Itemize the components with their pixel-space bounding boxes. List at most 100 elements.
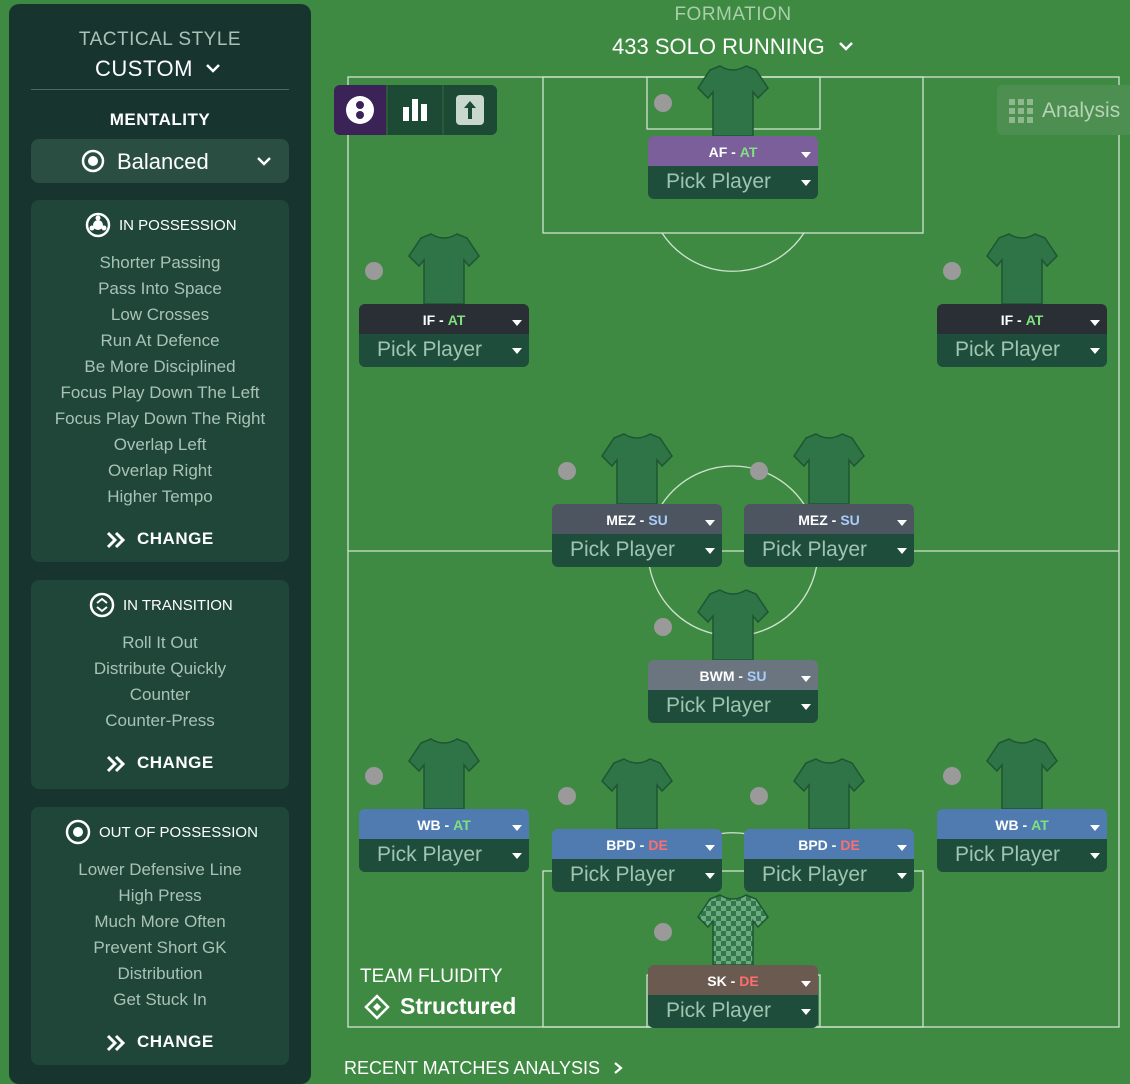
player-shirt (696, 62, 770, 143)
instruction-item: Pass Into Space (98, 279, 222, 298)
role-header: BPD - DE (744, 829, 914, 859)
instruction-item: Distribution (117, 964, 203, 983)
mentality-value: Balanced (117, 149, 209, 174)
analysis-button[interactable]: Analysis (997, 85, 1130, 135)
formation-label: FORMATION (674, 4, 792, 25)
change-button[interactable]: CHANGE (105, 1031, 225, 1055)
tactical-style-dropdown[interactable]: CUSTOM (95, 56, 193, 81)
dropdown-chevron (206, 64, 220, 73)
pick-player-label: Pick Player (570, 538, 676, 561)
pick-dropdown-arrow (801, 1009, 811, 1015)
player-indicator (654, 923, 672, 941)
player-card[interactable]: AF - AT Pick Player (648, 136, 818, 199)
instruction-item: Overlap Left (113, 435, 207, 454)
role-duty: AT (1025, 312, 1044, 328)
role-dropdown-arrow (705, 845, 715, 851)
role-duty: SU (840, 512, 860, 528)
instruction-box: OUT OF POSSESSION Lower Defensive Line Hig… (31, 807, 289, 1065)
change-button[interactable]: CHANGE (105, 752, 225, 776)
role-duty: DE (840, 837, 860, 853)
role-header: BWM - SU (648, 660, 818, 690)
role-dropdown-arrow (801, 152, 811, 158)
instruction-item: Get Stuck In (113, 990, 207, 1009)
role-name: BPD - (606, 837, 645, 853)
change-icon (105, 530, 127, 555)
player-card[interactable]: WB - AT Pick Player (359, 809, 529, 872)
view-toolbar (334, 85, 497, 135)
player-card[interactable]: IF - AT Pick Player (937, 304, 1107, 367)
role-duty: SU (648, 512, 668, 528)
player-indicator (654, 94, 672, 112)
player-card[interactable]: WB - AT Pick Player (937, 809, 1107, 872)
pick-player: Pick Player (937, 334, 1107, 367)
pick-player-label: Pick Player (762, 863, 868, 886)
role-name: BPD - (798, 837, 837, 853)
role-name: BWM - (699, 668, 744, 684)
instruction-item: Roll It Out (122, 633, 198, 652)
player-shirt (792, 430, 866, 511)
player-card[interactable]: BWM - SU Pick Player (648, 660, 818, 723)
pick-player-label: Pick Player (666, 170, 772, 193)
player-indicator (365, 767, 383, 785)
role-header: AF - AT (648, 136, 818, 166)
role-header: WB - AT (359, 809, 529, 839)
player-card[interactable]: SK - DE Pick Player (648, 965, 818, 1028)
role-dropdown-arrow (801, 981, 811, 987)
divider (31, 89, 289, 90)
pick-dropdown-arrow (801, 180, 811, 186)
pick-player: Pick Player (744, 534, 914, 567)
player-card[interactable]: IF - AT Pick Player (359, 304, 529, 367)
player-card[interactable]: BPD - DE Pick Player (552, 829, 722, 892)
section-title: OUT OF POSSESSION (99, 824, 258, 841)
pick-player-label: Pick Player (570, 863, 676, 886)
stats-view-button[interactable] (388, 85, 442, 135)
role-duty: AT (453, 817, 471, 833)
pick-player: Pick Player (648, 690, 818, 723)
pick-player: Pick Player (744, 859, 914, 892)
role-duty: SU (747, 668, 767, 684)
player-shirt (792, 755, 866, 836)
team-fluidity-label: TEAM FLUIDITY (360, 966, 503, 987)
role-duty: AT (1031, 817, 1049, 833)
player-indicator (654, 618, 672, 636)
pick-player: Pick Player (359, 839, 529, 872)
role-duty: AT (739, 144, 758, 160)
role-header: MEZ - SU (744, 504, 914, 534)
analysis-label: Analysis (1042, 99, 1121, 122)
player-indicator (750, 787, 768, 805)
role-name: MEZ - (798, 512, 837, 528)
instruction-item: Overlap Right (108, 461, 212, 480)
section-icon (65, 819, 91, 850)
instruction-box: IN POSSESSION Shorter Passing Pass Into Sp… (31, 200, 289, 562)
role-name: WB - (417, 817, 450, 833)
instructions-view-button[interactable] (444, 85, 497, 135)
pick-dropdown-arrow (512, 853, 522, 859)
instruction-item: Be More Disciplined (84, 357, 236, 376)
player-view-button[interactable] (334, 85, 386, 135)
player-card[interactable]: MEZ - SU Pick Player (552, 504, 722, 567)
pick-dropdown-arrow (897, 873, 907, 879)
instruction-item: Higher Tempo (107, 487, 213, 506)
formation-dropdown[interactable]: 433 SOLO RUNNING (612, 34, 825, 59)
player-shirt (696, 891, 770, 972)
pick-player-label: Pick Player (666, 694, 772, 717)
player-card[interactable]: MEZ - SU Pick Player (744, 504, 914, 567)
player-indicator (943, 262, 961, 280)
player-indicator (750, 462, 768, 480)
change-button[interactable]: CHANGE (105, 528, 225, 552)
pick-player-label: Pick Player (955, 338, 1061, 361)
section-icon (89, 592, 115, 623)
instruction-item: Counter (129, 685, 191, 704)
role-header: IF - AT (359, 304, 529, 334)
mentality-dropdown[interactable]: Balanced (31, 139, 289, 183)
pick-player-label: Pick Player (955, 843, 1061, 866)
role-duty: AT (447, 312, 466, 328)
pick-player-label: Pick Player (666, 999, 772, 1022)
change-label: CHANGE (137, 753, 214, 772)
team-fluidity-value: Structured (400, 993, 517, 1019)
role-header: MEZ - SU (552, 504, 722, 534)
pick-dropdown-arrow (897, 548, 907, 554)
recent-matches-link[interactable]: RECENT MATCHES ANALYSIS (344, 1058, 601, 1078)
player-card[interactable]: BPD - DE Pick Player (744, 829, 914, 892)
